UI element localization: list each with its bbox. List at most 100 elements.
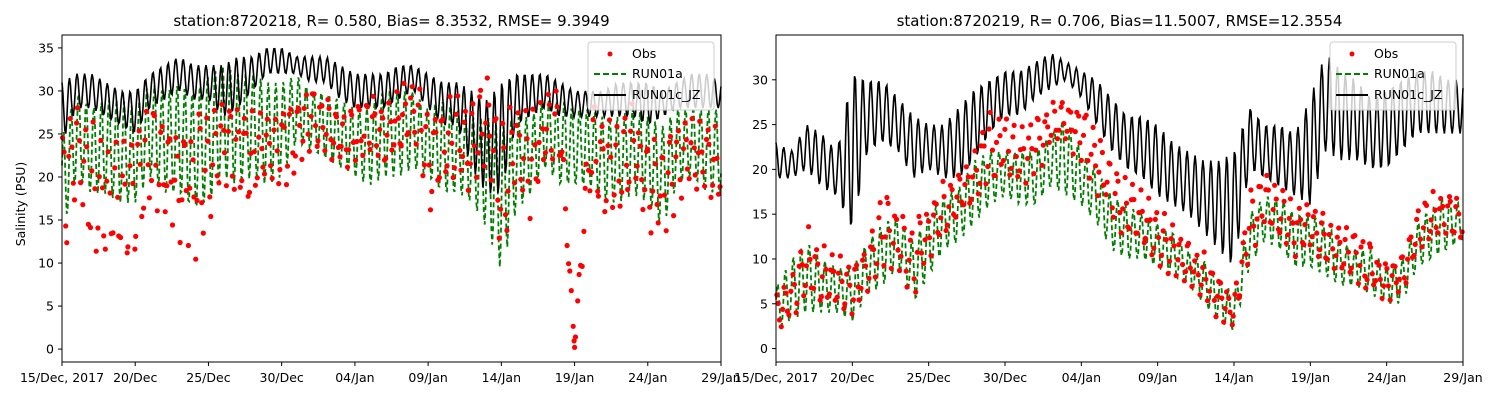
left-obs-point (600, 146, 606, 152)
right-obs-point (872, 274, 879, 280)
right-obs-point (1035, 117, 1041, 123)
right-ytick-label: 25 (752, 117, 768, 132)
left-obs-point (322, 148, 328, 154)
right-chart-frame (775, 34, 1464, 363)
right-obs-point (871, 246, 877, 253)
right-obs-point (1321, 231, 1327, 237)
right-obs-point (1341, 261, 1347, 267)
right-obs-point (1240, 240, 1246, 246)
left-obs-point (528, 156, 535, 162)
right-obs-point (1395, 289, 1401, 295)
right-obs-point (1046, 139, 1052, 145)
right-obs-point (1423, 202, 1430, 208)
left-obs-point (173, 135, 179, 141)
right-obs-point (1154, 210, 1160, 216)
left-obs-point (223, 183, 229, 189)
left-obs-point (132, 246, 138, 252)
left-ytick-label: 30 (38, 83, 54, 98)
right-obs-point (1342, 236, 1348, 243)
right-obs-point (1002, 126, 1008, 132)
right-series-run01a (775, 120, 1464, 330)
left-obs-point (426, 162, 432, 168)
left-obs-point (579, 263, 585, 269)
left-obs-point (495, 197, 501, 203)
left-obs-point (520, 187, 526, 193)
left-obs-point (92, 186, 98, 192)
right-obs-point (943, 227, 949, 234)
right-obs-point (914, 249, 920, 255)
left-obs-point (617, 203, 623, 209)
left-obs-point (692, 172, 698, 178)
right-obs-point (1369, 271, 1375, 277)
right-obs-point (1427, 228, 1433, 234)
left-obs-point (349, 112, 355, 118)
left-obs-point (530, 106, 536, 112)
right-obs-point (1280, 187, 1286, 194)
right-obs-point (1399, 254, 1406, 260)
right-obs-point (1411, 252, 1417, 258)
right-obs-point (1010, 134, 1016, 140)
right-obs-point (1007, 172, 1013, 178)
left-obs-point (63, 223, 69, 229)
left-obs-point (105, 149, 111, 155)
left-obs-point (691, 145, 697, 151)
right-obs-point (896, 267, 903, 274)
right-chart-title: station:8720219, R= 0.706, Bias=11.5007,… (897, 12, 1343, 30)
right-obs-point (1056, 127, 1062, 133)
left-obs-point (264, 116, 270, 122)
left-obs-point (249, 108, 255, 114)
right-obs-point (1189, 283, 1195, 289)
left-obs-point (413, 141, 419, 147)
right-obs-point (888, 265, 894, 271)
right-obs-point (992, 172, 998, 179)
left-obs-point (228, 113, 234, 120)
right-obs-point (858, 285, 864, 291)
left-obs-point (366, 140, 372, 146)
right-obs-point (794, 300, 800, 306)
left-obs-point (507, 104, 513, 110)
right-obs-point (916, 213, 922, 219)
left-obs-point (699, 149, 705, 155)
left-obs-point (87, 224, 94, 231)
left-obs-point (511, 180, 518, 186)
right-obs-point (1185, 240, 1192, 246)
right-obs-point (1115, 178, 1121, 184)
left-obs-point (125, 244, 131, 250)
right-obs-point (865, 288, 871, 294)
right-xtick-label: 29/Jan (1443, 370, 1482, 385)
right-obs-point (1126, 226, 1132, 232)
right-obs-point (877, 200, 883, 206)
right-obs-point (1446, 194, 1453, 200)
left-obs-point (61, 149, 67, 155)
left-obs-point (358, 138, 364, 144)
left-obs-point (229, 173, 235, 179)
left-obs-point (398, 143, 404, 149)
right-obs-point (1348, 265, 1354, 271)
left-obs-point (306, 148, 312, 154)
left-obs-point (260, 164, 266, 170)
right-obs-point (1312, 208, 1318, 214)
right-legend-obs-marker (1349, 51, 1355, 57)
left-obs-point (582, 185, 588, 191)
right-obs-point (946, 204, 952, 210)
right-obs-point (831, 268, 837, 274)
left-obs-point (197, 125, 203, 132)
left-obs-point (66, 153, 72, 159)
right-chart-legend: Obs RUN01a RUN01c_JZ (1329, 41, 1457, 111)
left-obs-point (384, 132, 390, 138)
left-obs-point (211, 107, 217, 113)
left-obs-point (572, 334, 579, 340)
right-obs-point (856, 297, 862, 303)
right-obs-point (1237, 293, 1243, 299)
left-obs-point (703, 136, 710, 142)
left-obs-point (675, 128, 682, 134)
right-obs-point (1078, 157, 1084, 163)
right-obs-point (1097, 137, 1103, 144)
right-obs-point (1062, 136, 1069, 142)
right-chart-marks (774, 53, 1465, 330)
right-obs-point (1221, 319, 1227, 325)
left-xtick-label: 20/Dec (113, 370, 157, 385)
right-obs-point (798, 249, 804, 255)
right-ytick-label: 15 (752, 207, 768, 222)
left-obs-point (484, 75, 490, 81)
